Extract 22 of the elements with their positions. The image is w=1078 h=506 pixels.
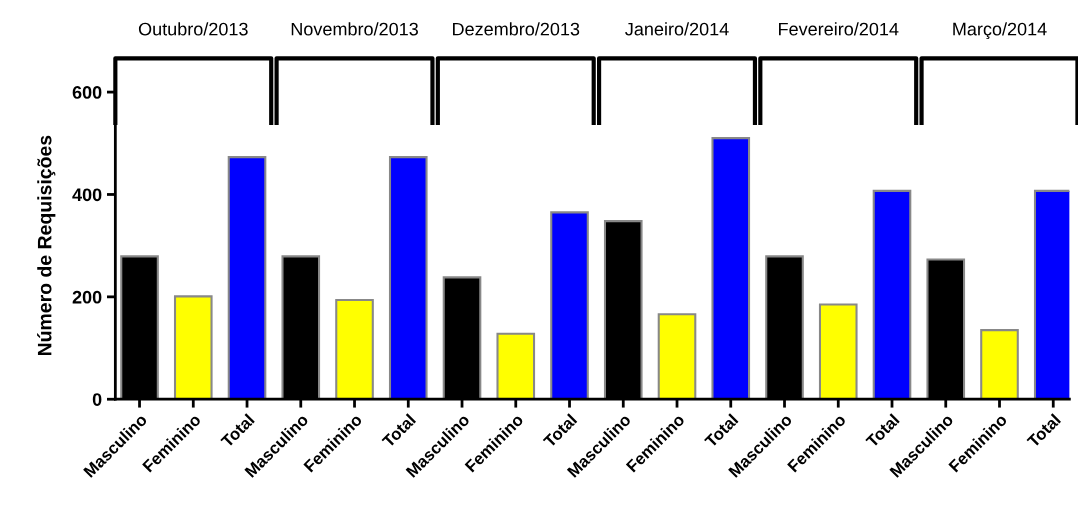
y-tick-label: 400	[72, 188, 102, 202]
y-tick-label: 0	[92, 393, 102, 406]
text: Março/2014	[953, 22, 1047, 40]
bar	[227, 156, 267, 400]
text: Novembro/2013	[291, 22, 418, 36]
bar	[818, 303, 858, 400]
bar	[711, 137, 751, 400]
bar	[496, 332, 536, 400]
y-axis-title: Número de Requisições	[37, 135, 56, 356]
bar	[657, 313, 697, 400]
y-tick-label: 600	[72, 86, 102, 99]
bar	[980, 329, 1019, 400]
text: Janeiro/2014	[625, 22, 729, 36]
y-tick-label: 200	[72, 290, 102, 304]
text: Dezembro/2013	[453, 22, 580, 36]
bar	[550, 211, 589, 400]
bar	[335, 298, 374, 400]
bar	[173, 295, 213, 400]
bar	[388, 156, 428, 400]
bar	[872, 189, 912, 400]
text: Outubro/2013	[138, 22, 248, 36]
text: Fevereiro/2014	[779, 22, 899, 36]
